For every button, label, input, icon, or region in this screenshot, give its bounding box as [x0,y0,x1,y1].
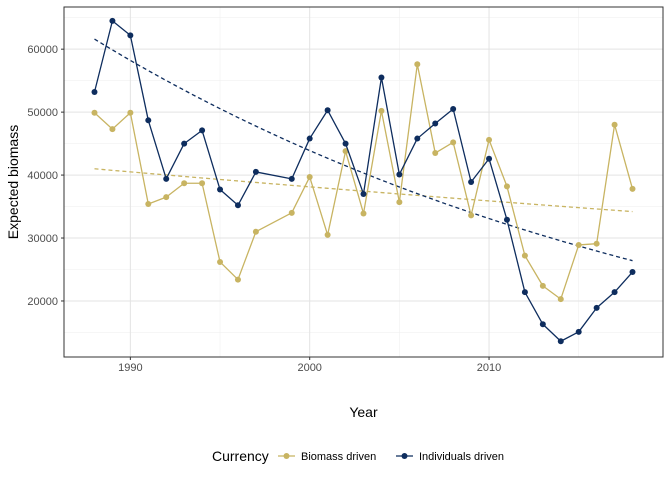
legend-label: Biomass driven [301,451,376,463]
data-point [306,173,313,180]
data-point [539,321,546,328]
data-point [127,32,134,39]
legend: Currency Biomass driven Individuals drive… [212,448,504,464]
data-point [145,117,152,124]
data-point [217,258,224,265]
data-point [324,231,331,238]
data-point [288,175,295,182]
legend-title: Currency [212,448,269,464]
legend-key-point [283,453,290,459]
legend-label: Individuals driven [419,451,504,463]
y-tick-label: 30000 [27,233,58,245]
data-point [575,241,582,248]
y-axis-title: Expected biomass [5,125,21,239]
data-point [593,240,600,247]
data-point [127,109,134,116]
series-layer [91,17,636,345]
legend-items: Biomass driven Individuals driven [278,451,504,463]
data-point [611,121,618,128]
data-point [181,180,188,187]
x-axis-title: Year [349,404,378,420]
y-tick-label: 60000 [27,44,58,56]
data-point [414,61,421,68]
data-point [163,175,170,182]
data-point [360,190,367,197]
data-point [342,140,349,147]
data-point [432,120,439,127]
data-point [539,282,546,289]
data-point [432,150,439,157]
data-point [360,210,367,217]
data-point [199,180,206,187]
data-point [91,109,98,116]
trend-line [94,38,633,262]
data-point [503,183,510,190]
data-point [217,186,224,193]
data-point [468,179,475,185]
series-group [91,61,636,303]
data-point [306,135,313,142]
data-point [575,328,582,335]
grid-layer [64,7,663,357]
data-point [629,269,636,276]
data-point [109,17,116,24]
y-tick-label: 40000 [27,170,58,182]
tick-layer: 1990 2000 2010 20000 30000 40000 50000 60000 [27,44,501,374]
data-point [109,126,116,133]
y-tick-label: 50000 [27,107,58,119]
legend-key-point [401,453,408,459]
data-point [378,74,385,81]
data-point [145,201,152,208]
data-point [414,135,421,142]
data-point [163,194,170,201]
x-tick-label: 1990 [118,362,142,374]
series-line [93,20,633,342]
data-point [486,155,493,162]
data-point [557,296,564,303]
data-point [450,105,457,112]
data-point [181,140,188,147]
data-point [611,289,618,296]
data-point [593,304,600,311]
series-group [91,17,636,345]
data-point [396,199,403,206]
data-point [521,289,528,296]
data-point [378,107,385,114]
series-line [94,63,634,300]
x-tick-label: 2000 [297,362,321,374]
data-point [396,171,403,178]
data-point [288,209,295,216]
data-point [234,202,241,209]
data-point [234,276,241,283]
data-point [521,252,528,259]
x-tick-label: 2010 [477,362,501,374]
data-point [252,168,259,175]
y-tick-label: 20000 [27,296,58,308]
panel-border [63,6,664,358]
data-point [557,338,564,345]
data-point [199,127,206,134]
data-point [629,185,636,192]
data-point [503,216,510,223]
data-point [91,88,98,95]
data-point [486,136,493,143]
data-point [450,139,457,146]
data-point [468,212,475,219]
data-point [324,107,331,114]
data-point [252,228,259,235]
